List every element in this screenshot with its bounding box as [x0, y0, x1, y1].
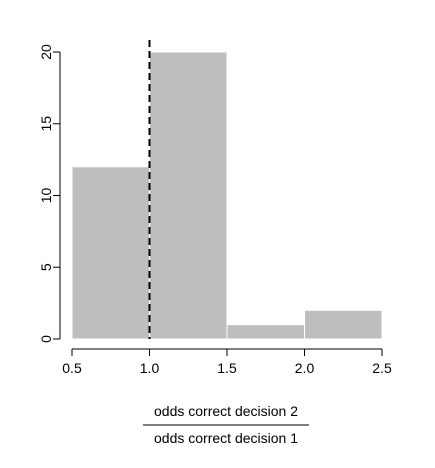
- x-tick-label-0: 0.5: [62, 360, 82, 376]
- y-tick-label-1: 5: [38, 263, 54, 271]
- x-axis: 0.5 1.0 1.5 2.0 2.5: [62, 348, 392, 376]
- histogram-bar-3: [304, 309, 383, 340]
- x-axis-label-denominator: odds correct decision 1: [154, 430, 298, 446]
- x-tick-label-1: 1.0: [140, 360, 160, 376]
- x-axis-label: odds correct decision 2 odds correct dec…: [143, 403, 309, 446]
- x-tick-label-3: 2.0: [295, 360, 315, 376]
- x-tick-label-4: 2.5: [372, 360, 392, 376]
- x-axis-label-numerator: odds correct decision 2: [154, 403, 298, 419]
- histogram-bar-1: [149, 51, 228, 340]
- histogram-bars: [71, 51, 383, 340]
- histogram-bar-2: [226, 324, 305, 340]
- histogram-bar-0: [71, 166, 150, 340]
- y-axis: 0 5 10 15 20: [38, 44, 61, 343]
- y-tick-label-3: 15: [38, 116, 54, 132]
- y-tick-label-4: 20: [38, 44, 54, 60]
- y-tick-label-0: 0: [38, 335, 54, 343]
- y-tick-label-2: 10: [38, 188, 54, 204]
- x-tick-label-2: 1.5: [217, 360, 237, 376]
